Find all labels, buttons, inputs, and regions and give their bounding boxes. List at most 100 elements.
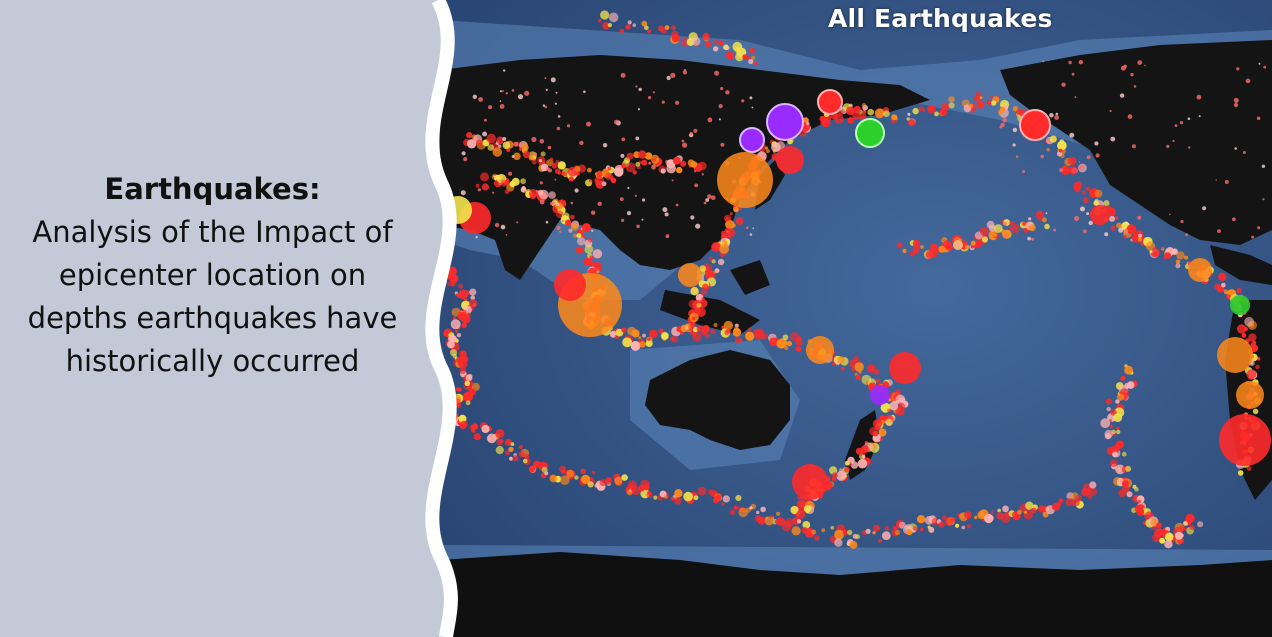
- quake-dot: [505, 92, 508, 95]
- quake-dot: [518, 445, 523, 450]
- quake-marker: [554, 269, 586, 301]
- quake-dot: [878, 428, 887, 437]
- quake-dot: [811, 529, 817, 535]
- quake-dot: [727, 234, 732, 239]
- quake-dot: [591, 229, 594, 232]
- quake-dot: [681, 139, 685, 143]
- quake-dot: [626, 152, 634, 160]
- quake-dot: [568, 176, 574, 182]
- quake-dot: [475, 235, 478, 239]
- quake-dot: [1088, 220, 1093, 226]
- quake-dot: [821, 528, 826, 533]
- quake-dot: [951, 516, 956, 522]
- quake-dot: [557, 171, 561, 175]
- quake-dot: [539, 139, 545, 144]
- quake-dot: [720, 502, 725, 506]
- quake-dot: [602, 22, 610, 30]
- quake-dot: [544, 105, 548, 109]
- quake-dot: [627, 186, 630, 190]
- quake-dot: [1252, 408, 1259, 415]
- quake-dot: [757, 516, 766, 525]
- quake-dot: [948, 102, 955, 109]
- quake-dot: [561, 220, 564, 222]
- quake-dot: [907, 112, 911, 116]
- quake-dot: [594, 263, 603, 272]
- quake-dot: [1116, 393, 1125, 401]
- quake-dot: [664, 25, 670, 30]
- quake-dot: [566, 124, 571, 128]
- quake-dot: [696, 302, 702, 308]
- quake-dot: [850, 461, 859, 469]
- quake-dot: [969, 103, 974, 108]
- quake-dot: [720, 142, 725, 147]
- quake-dot: [741, 99, 745, 103]
- quake-dot: [570, 222, 579, 231]
- quake-dot: [660, 168, 666, 174]
- quake-dot: [964, 511, 972, 519]
- quake-dot: [1190, 516, 1194, 520]
- quake-dot: [1176, 251, 1185, 260]
- quake-dot: [1002, 221, 1007, 226]
- quake-dot: [861, 103, 867, 108]
- quake-dot: [746, 226, 749, 230]
- quake-dot: [1086, 212, 1090, 216]
- quake-dot: [675, 203, 679, 207]
- quake-dot: [647, 29, 652, 34]
- quake-dot: [554, 102, 558, 105]
- quake-dot: [493, 175, 495, 178]
- quake-dot: [948, 96, 955, 103]
- quake-dot: [614, 476, 623, 485]
- quake-dot: [649, 329, 658, 339]
- quake-dot: [1120, 375, 1126, 381]
- quake-dot: [1156, 522, 1162, 529]
- quake-marker: [1236, 381, 1264, 409]
- quake-dot: [965, 245, 969, 249]
- quake-dot: [1059, 168, 1064, 173]
- quake-dot: [769, 515, 774, 519]
- quake-dot: [1110, 225, 1116, 231]
- quake-dot: [1115, 464, 1125, 475]
- quake-dot: [1124, 365, 1133, 375]
- quake-dot: [912, 107, 919, 115]
- quake-dot: [1150, 247, 1160, 258]
- quake-dot: [790, 505, 799, 515]
- quake-dot: [632, 23, 637, 28]
- quake-dot: [1044, 223, 1050, 230]
- quake-dot: [849, 540, 858, 549]
- quake-dot: [1125, 465, 1132, 472]
- quake-dot: [1078, 165, 1084, 171]
- quake-dot: [1116, 426, 1120, 430]
- quake-dot: [1015, 155, 1019, 159]
- quake-dot: [908, 119, 916, 127]
- quake-dot: [805, 121, 810, 126]
- quake-dot: [691, 37, 701, 46]
- quake-dot: [791, 526, 801, 536]
- quake-dot: [465, 290, 470, 295]
- quake-dot: [672, 156, 681, 165]
- quake-dot: [974, 515, 978, 520]
- quake-dot: [748, 327, 752, 331]
- quake-dot: [487, 144, 495, 151]
- quake-dot: [1017, 509, 1022, 515]
- quake-dot: [1002, 505, 1009, 513]
- quake-dot: [1086, 155, 1091, 160]
- quake-dot: [1078, 161, 1081, 163]
- quake-dot: [1217, 229, 1221, 234]
- quake-dot: [693, 128, 698, 133]
- quake-dot: [461, 322, 467, 329]
- quake-dot: [970, 240, 976, 246]
- quake-dot: [784, 345, 789, 351]
- quake-dot: [1028, 224, 1036, 232]
- quake-dot: [705, 41, 712, 48]
- quake-dot: [647, 337, 651, 341]
- quake-dot: [883, 110, 890, 117]
- quake-dot: [522, 150, 531, 159]
- quake-dot: [645, 340, 653, 347]
- quake-dot: [1126, 491, 1133, 498]
- quake-dot: [499, 100, 502, 102]
- quake-dot: [604, 477, 612, 485]
- quake-dot: [713, 46, 719, 52]
- quake-dot: [573, 233, 578, 238]
- quake-dot: [1137, 237, 1142, 242]
- quake-dot: [449, 335, 457, 343]
